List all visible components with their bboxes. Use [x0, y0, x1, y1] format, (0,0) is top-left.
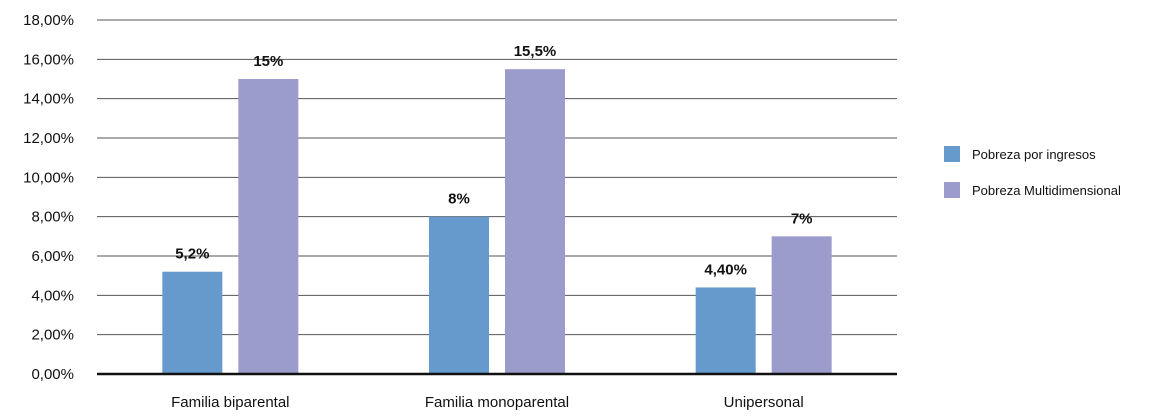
y-tick-label: 0,00% [31, 366, 74, 383]
data-labels: 5,2% 15% 8% 15,5% 4,40% 7% [175, 43, 812, 278]
y-tick-label: 12,00% [23, 130, 74, 147]
y-tick-label: 18,00% [23, 12, 74, 29]
x-category-label: Unipersonal [724, 394, 804, 411]
data-label: 7% [791, 210, 813, 227]
y-tick-label: 14,00% [23, 91, 74, 108]
data-label: 15,5% [514, 43, 557, 60]
bar-ingresos [695, 287, 756, 374]
y-tick-label: 8,00% [31, 209, 74, 226]
y-tick-label: 10,00% [23, 169, 74, 186]
data-label: 5,2% [175, 246, 209, 263]
y-tick-label: 16,00% [23, 51, 74, 68]
legend-label: Pobreza Multidimensional [972, 183, 1121, 198]
y-axis-ticks: 0,00% 2,00% 4,00% 6,00% 8,00% 10,00% 12,00% 14,… [23, 12, 74, 383]
data-label: 15% [253, 53, 283, 70]
bar-multidimensional [505, 69, 565, 375]
data-label: 8% [448, 191, 470, 208]
x-category-label: Familia biparental [171, 394, 289, 411]
legend-swatch [944, 146, 960, 162]
bar-ingresos [162, 271, 223, 374]
gridlines [97, 19, 897, 336]
x-category-label: Familia monoparental [425, 394, 569, 411]
y-tick-label: 6,00% [31, 248, 74, 265]
y-tick-label: 4,00% [31, 287, 74, 304]
legend: Pobreza por ingresos Pobreza Multidimensi… [944, 146, 1121, 198]
bar-multidimensional [238, 79, 299, 374]
bar-multidimensional [771, 236, 832, 374]
y-tick-label: 2,00% [31, 327, 74, 344]
bar-ingresos [429, 216, 489, 374]
legend-label: Pobreza por ingresos [972, 147, 1096, 162]
data-label: 4,40% [704, 261, 747, 278]
legend-swatch [944, 182, 960, 198]
x-axis-categories: Familia biparental Familia monoparental Un… [171, 394, 804, 411]
bars [162, 69, 832, 375]
